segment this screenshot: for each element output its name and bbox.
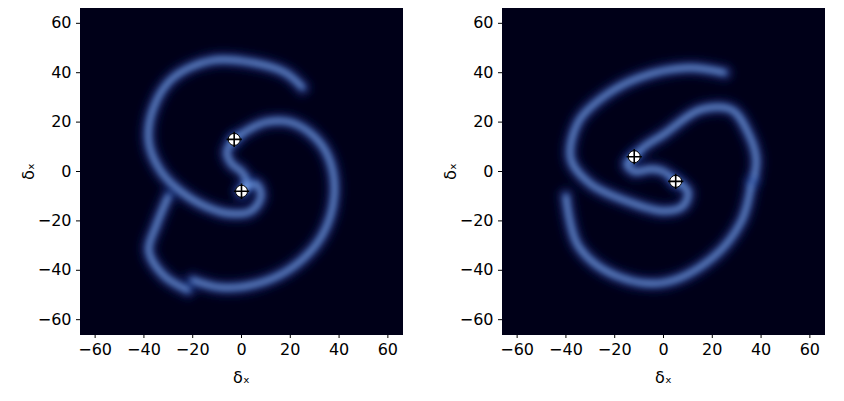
svg-text:δₓ: δₓ	[233, 368, 250, 387]
svg-text:60: 60	[378, 340, 398, 359]
svg-text:−60: −60	[460, 310, 494, 329]
svg-text:0: 0	[61, 162, 71, 181]
svg-text:40: 40	[751, 340, 771, 359]
svg-text:−20: −20	[176, 340, 210, 359]
svg-text:0: 0	[236, 340, 246, 359]
svg-text:0: 0	[483, 162, 493, 181]
svg-text:δₓ: δₓ	[19, 163, 38, 180]
svg-text:−40: −40	[38, 260, 72, 279]
svg-text:20: 20	[473, 112, 493, 131]
svg-text:−40: −40	[460, 260, 494, 279]
svg-text:20: 20	[702, 340, 722, 359]
svg-text:40: 40	[329, 340, 349, 359]
svg-text:60: 60	[51, 13, 71, 32]
svg-text:−60: −60	[500, 340, 534, 359]
svg-text:20: 20	[280, 340, 300, 359]
svg-text:60: 60	[473, 13, 493, 32]
svg-text:−40: −40	[127, 340, 161, 359]
svg-text:40: 40	[473, 63, 493, 82]
svg-text:−60: −60	[38, 310, 72, 329]
svg-text:20: 20	[51, 112, 71, 131]
svg-text:60: 60	[800, 340, 820, 359]
svg-text:−40: −40	[549, 340, 583, 359]
svg-text:−20: −20	[598, 340, 632, 359]
svg-text:−20: −20	[460, 211, 494, 230]
svg-text:−20: −20	[38, 211, 72, 230]
svg-text:0: 0	[658, 340, 668, 359]
svg-text:δₓ: δₓ	[441, 163, 460, 180]
svg-text:δₓ: δₓ	[655, 368, 672, 387]
svg-text:−60: −60	[78, 340, 112, 359]
svg-text:40: 40	[51, 63, 71, 82]
